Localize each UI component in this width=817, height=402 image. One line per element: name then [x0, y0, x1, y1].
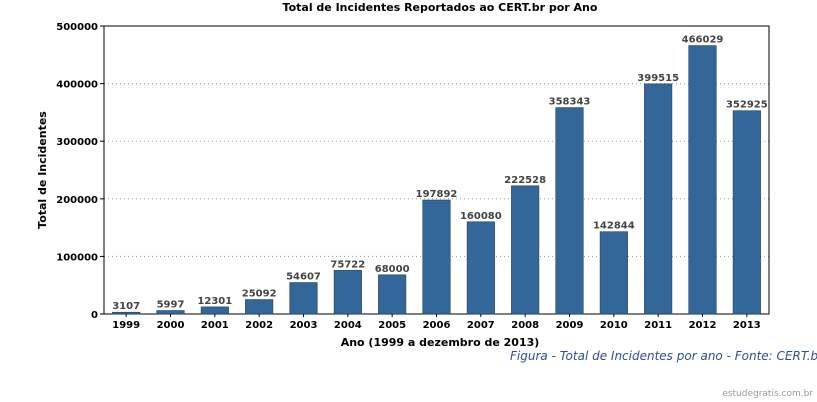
bar-2013: [732, 110, 761, 315]
y-tick-label: 200000: [56, 195, 98, 206]
x-tick-label: 2013: [733, 320, 761, 331]
y-tick-label: 400000: [56, 80, 98, 91]
x-tick-label: 2000: [157, 320, 185, 331]
data-label: 54607: [286, 272, 321, 283]
bar-2010: [599, 231, 628, 315]
data-label: 358343: [549, 97, 591, 108]
bar-2008: [511, 185, 540, 315]
bar-2003: [289, 282, 318, 315]
bar-2011: [644, 83, 673, 315]
y-axis: 0 100000 200000 300000 400000 500000: [56, 22, 104, 321]
y-axis-label: Total de Incidentes: [36, 111, 49, 229]
data-label: 222528: [504, 175, 546, 186]
bar-1999: [112, 311, 141, 315]
bar-2007: [466, 221, 495, 315]
data-label: 75722: [330, 259, 365, 270]
x-tick-label: 2011: [644, 320, 672, 331]
data-label: 352925: [726, 100, 768, 111]
x-tick-label: 2003: [290, 320, 318, 331]
figure-caption: Figura - Total de Incidentes por ano - F…: [510, 349, 817, 363]
x-tick-label: 2012: [689, 320, 717, 331]
data-label: 25092: [242, 289, 277, 300]
data-label: 142844: [593, 221, 635, 232]
x-tick-label: 2004: [334, 320, 362, 331]
x-tick-label: 2001: [201, 320, 229, 331]
data-label: 3107: [112, 301, 140, 312]
bars: [112, 45, 761, 315]
bar-2004: [333, 270, 362, 315]
data-label: 68000: [375, 264, 410, 275]
x-tick-label: 2008: [511, 320, 539, 331]
data-label: 399515: [637, 73, 679, 84]
y-tick-label: 100000: [56, 252, 98, 263]
y-tick-label: 300000: [56, 137, 98, 148]
chart-title: Total de Incidentes Reportados ao CERT.b…: [283, 1, 598, 14]
x-tick-label: 2002: [245, 320, 273, 331]
x-tick-label: 1999: [112, 320, 140, 331]
x-tick-label: 2009: [556, 320, 584, 331]
y-tick-label: 0: [91, 310, 98, 321]
bar-2001: [200, 306, 229, 315]
bar-2009: [555, 107, 584, 315]
x-tick-label: 2010: [600, 320, 628, 331]
data-label: 12301: [197, 296, 232, 307]
bar-2000: [156, 310, 185, 315]
data-label: 5997: [157, 300, 185, 311]
x-tick-label: 2006: [423, 320, 451, 331]
bar-2012: [688, 45, 717, 315]
bar-2002: [245, 299, 274, 315]
x-axis-label: Ano (1999 a dezembro de 2013): [341, 336, 540, 349]
watermark: estudegratis.com.br: [722, 389, 813, 399]
data-label: 160080: [460, 211, 502, 222]
data-label: 197892: [416, 189, 458, 200]
data-label: 466029: [682, 35, 724, 46]
bar-2006: [422, 199, 451, 315]
x-axis: 1999 2000 2001 2002 2003 2004 2005 2006 2007 2008…: [112, 314, 761, 331]
bar-2005: [378, 274, 407, 315]
y-tick-label: 500000: [56, 22, 98, 33]
x-tick-label: 2005: [378, 320, 406, 331]
x-tick-label: 2007: [467, 320, 495, 331]
